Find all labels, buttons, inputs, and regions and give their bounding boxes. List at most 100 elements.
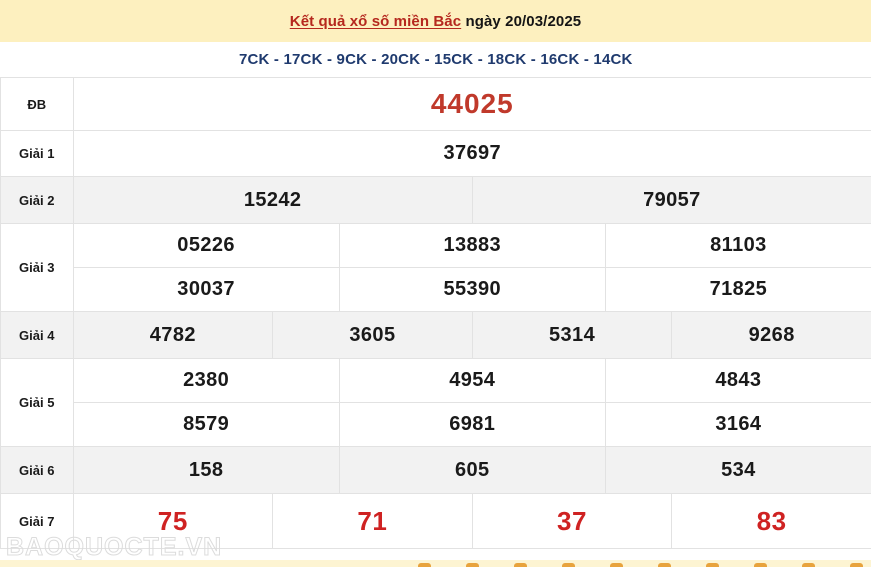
prize-values-cell: 75 71 37 83 — [72, 493, 871, 549]
prize-number-grid: 05226 13883 81103 30037 55390 71825 — [73, 224, 871, 311]
bottom-strip-pip — [466, 563, 479, 567]
prize-row: Giải 4 4782 3605 5314 9268 — [0, 311, 871, 359]
prize-rows-container: ĐB 44025 Giải 1 37697 Giải 2 15242 79057 Giải 3… — [0, 77, 871, 549]
prize-number: 8579 — [183, 413, 230, 435]
prize-number-line: 15242 79057 — [73, 177, 871, 223]
bottom-strip-pip — [658, 563, 671, 567]
prize-number-line: 4782 3605 5314 9268 — [73, 312, 871, 358]
prize-values-cell: 4782 3605 5314 9268 — [72, 311, 871, 359]
prize-row: Giải 2 15242 79057 — [0, 176, 871, 224]
prize-number-cell: 75 — [73, 494, 274, 548]
page-title: Kết quả xổ số miền Bắc ngày 20/03/2025 — [290, 13, 581, 30]
prize-number-line: 8579 6981 3164 — [73, 402, 871, 446]
prize-number: 5314 — [549, 323, 596, 346]
prize-number-cell: 605 — [338, 447, 606, 493]
prize-number: 05226 — [177, 234, 235, 256]
bottom-strip-pip — [562, 563, 575, 567]
ck-summary-row: 7CK - 17CK - 9CK - 20CK - 15CK - 18CK - … — [0, 42, 871, 78]
bottom-strip-pip — [802, 563, 815, 567]
prize-number: 9268 — [748, 323, 795, 346]
prize-number-cell: 55390 — [338, 267, 606, 311]
prize-values-cell: 05226 13883 81103 30037 55390 71825 — [72, 223, 871, 312]
prize-values-cell: 37697 — [72, 130, 871, 177]
prize-values-cell: 2380 4954 4843 8579 6981 3164 — [72, 358, 871, 447]
prize-values-cell: 44025 — [72, 77, 871, 131]
prize-number-cell: 83 — [671, 494, 871, 548]
page-title-main: Kết quả xổ số miền Bắc — [289, 12, 462, 30]
prize-label: Giải 5 — [0, 358, 74, 447]
prize-number: 81103 — [710, 234, 767, 256]
prize-row: Giải 7 75 71 37 83 — [0, 493, 871, 549]
prize-number: 83 — [756, 505, 787, 536]
prize-number-cell: 4843 — [604, 359, 871, 403]
prize-number: 37 — [556, 505, 588, 536]
prize-number-cell: 8579 — [73, 402, 340, 446]
lottery-result-table: 7CK - 17CK - 9CK - 20CK - 15CK - 18CK - … — [0, 42, 871, 549]
prize-number: 71825 — [709, 278, 768, 300]
prize-number: 37697 — [443, 142, 502, 164]
prize-number: 6981 — [449, 413, 496, 435]
prize-number-grid: 4782 3605 5314 9268 — [73, 312, 871, 358]
prize-number: 3605 — [349, 323, 396, 346]
prize-number-cell: 37 — [471, 494, 673, 548]
bottom-strip-pip — [514, 563, 527, 567]
prize-number-cell: 6981 — [338, 402, 606, 446]
prize-number-cell: 9268 — [671, 312, 871, 358]
prize-label: Giải 7 — [0, 493, 74, 549]
prize-label: Giải 2 — [0, 176, 74, 224]
prize-number: 2380 — [183, 369, 230, 391]
prize-row: Giải 1 37697 — [0, 130, 871, 177]
prize-row: Giải 3 05226 13883 81103 30037 55390 71825 — [0, 223, 871, 312]
prize-number: 605 — [454, 458, 490, 481]
prize-number: 4954 — [449, 369, 496, 391]
prize-number-grid: 2380 4954 4843 8579 6981 3164 — [73, 359, 871, 446]
prize-number: 30037 — [177, 278, 235, 300]
prize-number-line: 158 605 534 — [73, 447, 871, 493]
bottom-strip-pip — [418, 563, 431, 567]
prize-row: Giải 5 2380 4954 4843 8579 6981 3164 — [0, 358, 871, 447]
prize-number-cell: 71825 — [604, 267, 871, 311]
lottery-result-body: 7CK - 17CK - 9CK - 20CK - 15CK - 18CK - … — [0, 42, 871, 78]
prize-number-cell: 71 — [272, 494, 473, 548]
prize-number-line: 75 71 37 83 — [73, 494, 871, 548]
page-header-banner: Kết quả xổ số miền Bắc ngày 20/03/2025 — [0, 0, 871, 42]
prize-number: 15242 — [243, 188, 302, 211]
prize-number-cell: 05226 — [73, 224, 340, 268]
prize-number-cell: 534 — [604, 447, 871, 493]
prize-number-cell: 15242 — [73, 177, 473, 223]
prize-number: 75 — [157, 505, 188, 536]
prize-number-line: 30037 55390 71825 — [73, 267, 871, 311]
prize-number-cell: 3164 — [604, 402, 871, 446]
prize-label: Giải 3 — [0, 223, 74, 312]
bottom-cutoff-strip — [0, 560, 871, 567]
prize-number-cell: 158 — [73, 447, 340, 493]
prize-number: 79057 — [643, 188, 701, 211]
page-title-date: ngày 20/03/2025 — [465, 12, 582, 30]
prize-number: 55390 — [443, 278, 502, 300]
prize-label: ĐB — [0, 77, 74, 131]
bottom-strip-pip — [610, 563, 623, 567]
prize-values-cell: 158 605 534 — [72, 446, 871, 494]
prize-number-cell: 81103 — [604, 224, 871, 268]
prize-number: 4843 — [715, 369, 762, 391]
prize-number-cell: 13883 — [338, 224, 606, 268]
prize-label: Giải 4 — [0, 311, 74, 359]
prize-number: 71 — [357, 505, 388, 536]
prize-number-line: 2380 4954 4843 — [73, 359, 871, 403]
prize-number-cell: 30037 — [73, 267, 340, 311]
prize-row: ĐB 44025 — [0, 77, 871, 131]
prize-number-grid: 158 605 534 — [73, 447, 871, 493]
prize-number-grid: 75 71 37 83 — [73, 494, 871, 548]
prize-number: 158 — [188, 458, 224, 481]
prize-number-cell: 2380 — [73, 359, 340, 403]
ck-summary-text: 7CK - 17CK - 9CK - 20CK - 15CK - 18CK - … — [238, 50, 633, 68]
prize-number: 13883 — [443, 234, 502, 256]
prize-number: 4782 — [149, 323, 196, 346]
ck-summary-cell: 7CK - 17CK - 9CK - 20CK - 15CK - 18CK - … — [0, 42, 871, 78]
bottom-strip-pip — [754, 563, 767, 567]
prize-number: 44025 — [430, 88, 514, 119]
prize-number-grid: 15242 79057 — [73, 177, 871, 223]
prize-number-cell: 4954 — [338, 359, 606, 403]
prize-number-cell: 4782 — [73, 312, 274, 358]
prize-number-cell: 3605 — [272, 312, 473, 358]
